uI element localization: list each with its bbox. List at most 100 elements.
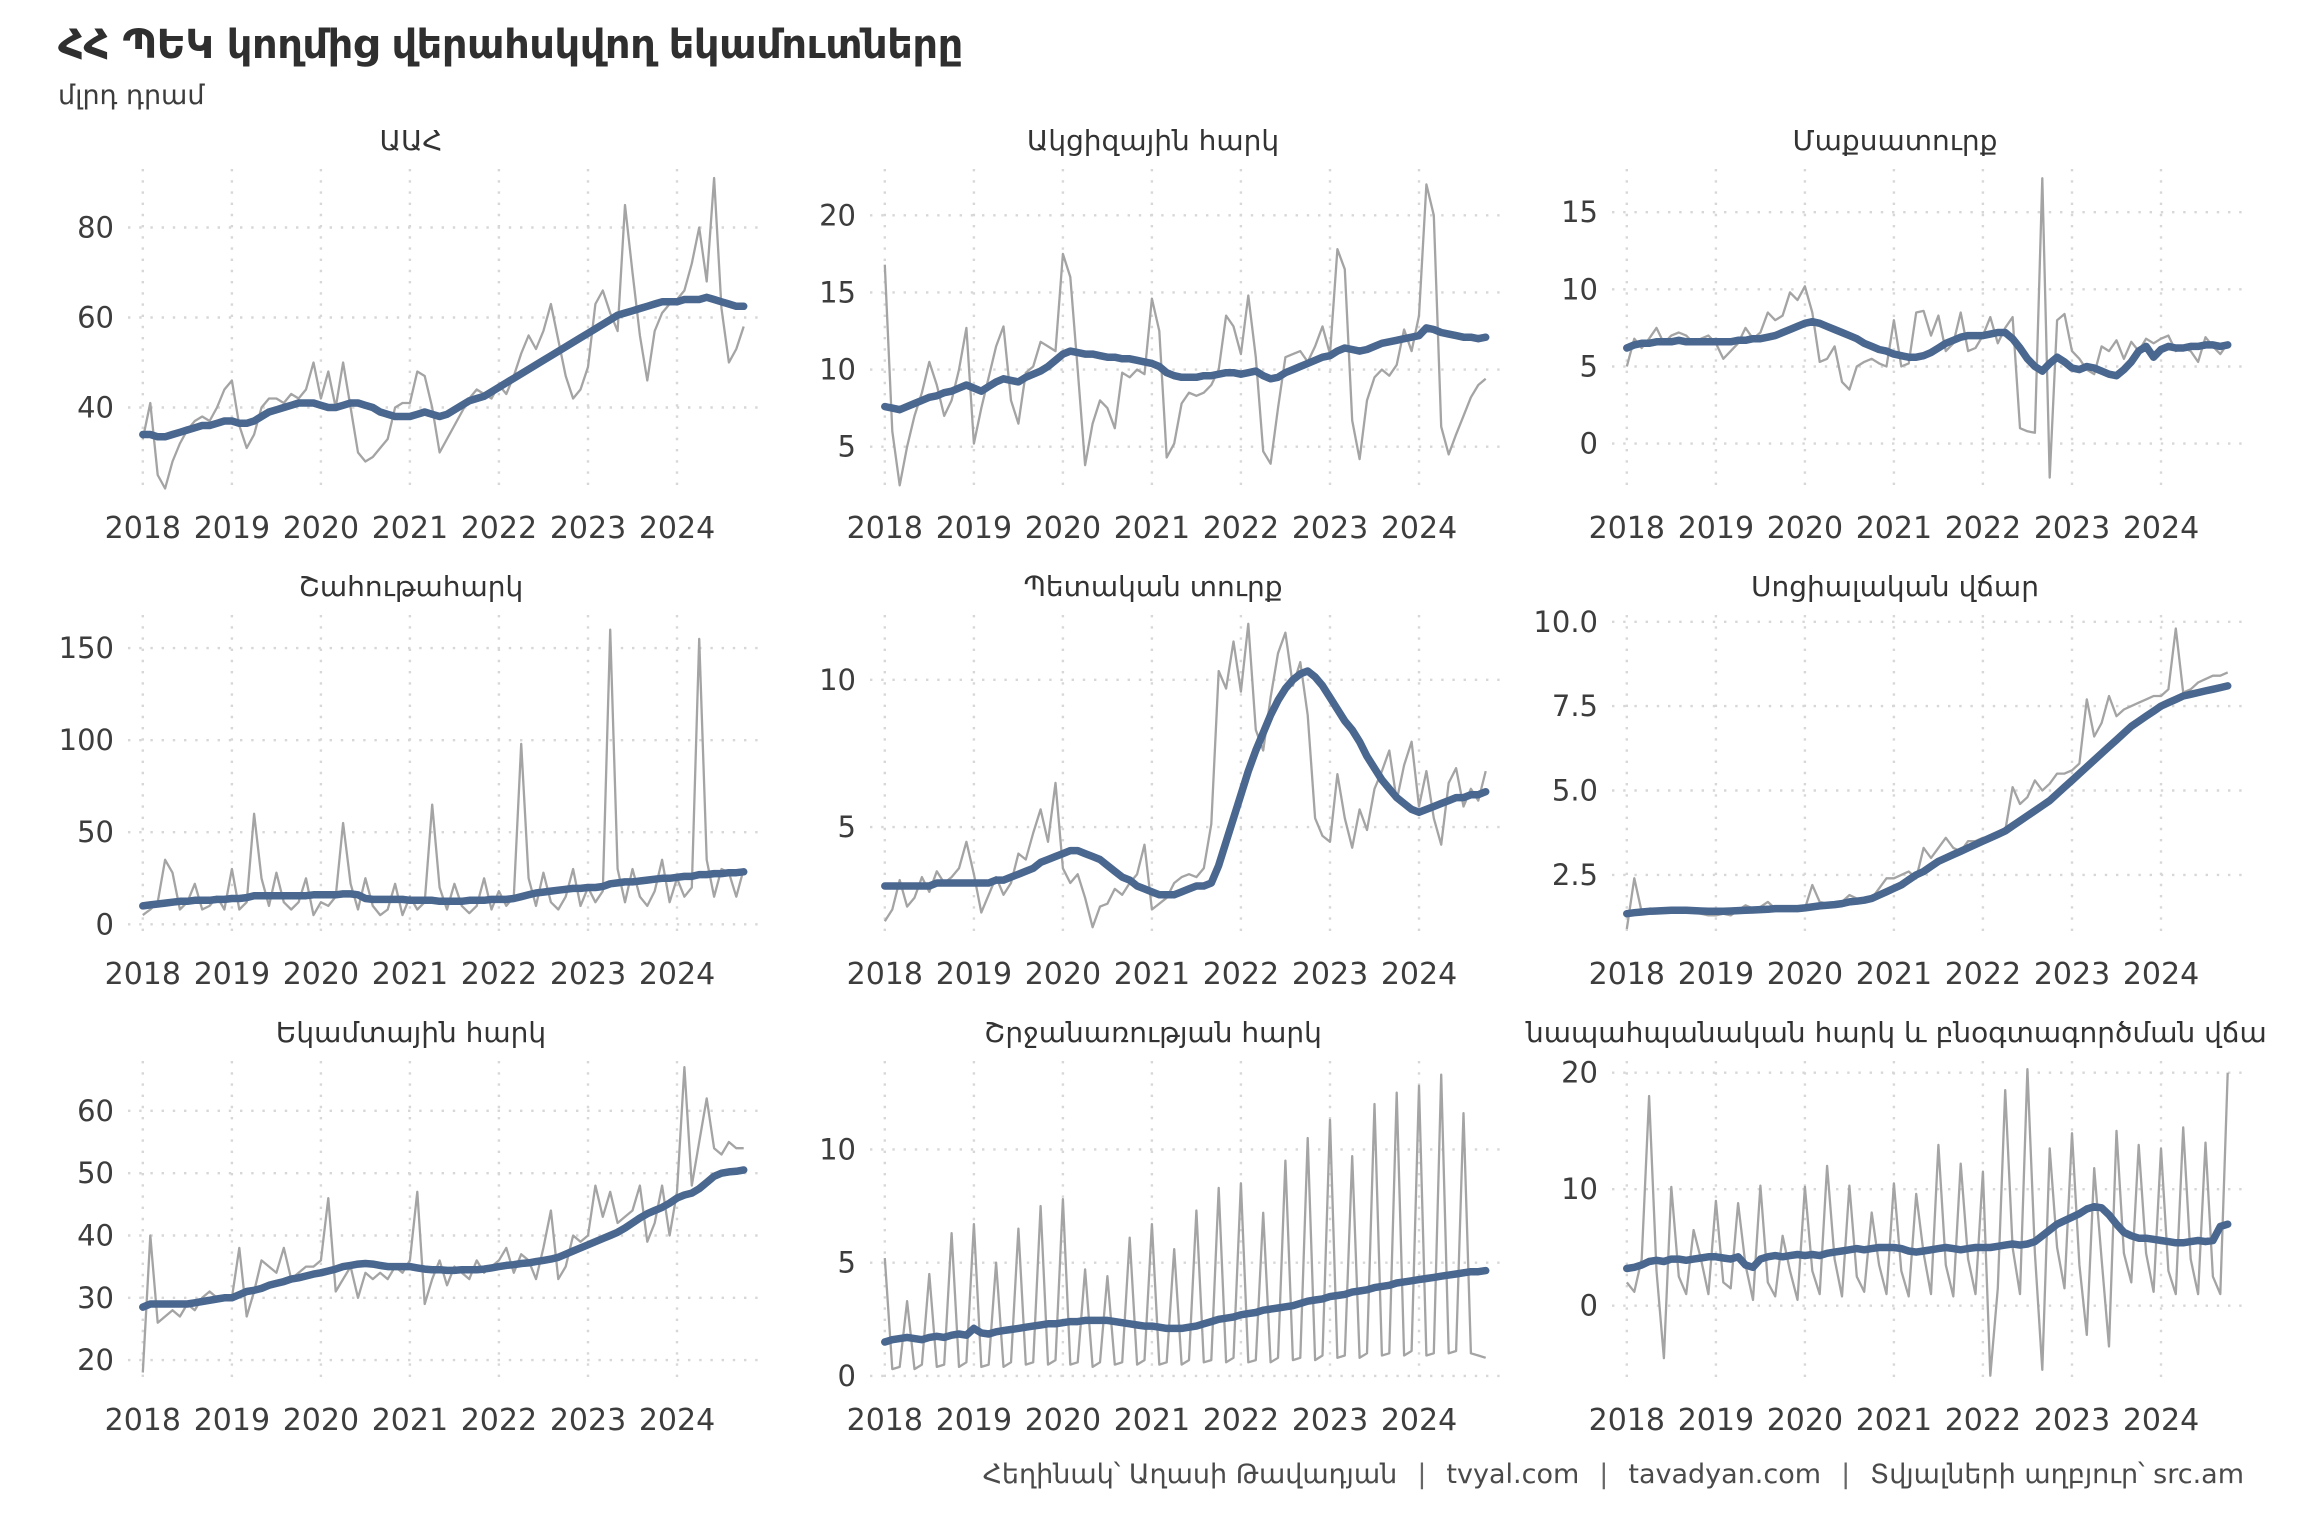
svg-text:2018: 2018 [1589,511,1665,546]
svg-text:5: 5 [838,1246,856,1280]
svg-text:2023: 2023 [2034,511,2110,546]
svg-text:0: 0 [838,1359,856,1393]
svg-text:2021: 2021 [1856,1403,1932,1438]
svg-text:2023: 2023 [2034,957,2110,992]
svg-text:7.5: 7.5 [1552,689,1598,723]
chart-title-profit-tax: Շահութահարկ [298,570,524,603]
chart-title-customs-duty: Մաքսատուրք [1792,124,1998,157]
svg-text:2020: 2020 [1025,957,1101,992]
charts-grid: ԱԱՀ 40 60 80 2018 2019 2020 2021 2022 2023 2024 Ա… [40,119,2304,1449]
chart-canvas-customs-duty: 0 5 10 15 2018 2019 2020 2021 2022 2023 2024 [1561,169,2250,546]
svg-text:80: 80 [77,211,114,245]
svg-text:60: 60 [77,301,114,335]
svg-text:10.0: 10.0 [1533,605,1598,639]
svg-text:150: 150 [59,631,114,665]
svg-text:2018: 2018 [847,1403,923,1438]
svg-text:50: 50 [77,815,114,849]
svg-text:2018: 2018 [1589,957,1665,992]
svg-text:20: 20 [77,1343,114,1377]
svg-text:10: 10 [819,353,856,387]
footer-separator: | [1417,1459,1427,1490]
svg-text:2024: 2024 [639,957,715,992]
svg-text:15: 15 [819,275,856,309]
svg-text:2024: 2024 [1381,957,1457,992]
svg-text:2018: 2018 [105,957,181,992]
footer-separator: | [1841,1459,1851,1490]
svg-text:2019: 2019 [1678,957,1754,992]
svg-text:10: 10 [819,663,856,697]
svg-text:2020: 2020 [1767,957,1843,992]
svg-text:2019: 2019 [194,957,270,992]
chart-panel-turnover-tax: Շրջանառության հարկ 0 5 10 2018 2019 2020 2021 2… [782,1011,1524,1449]
svg-text:5: 5 [1580,350,1598,384]
svg-text:50: 50 [77,1156,114,1190]
svg-text:2019: 2019 [936,511,1012,546]
svg-text:2019: 2019 [194,1403,270,1438]
svg-text:2020: 2020 [1767,1403,1843,1438]
svg-text:2022: 2022 [461,1403,537,1438]
chart-panel-profit-tax: Շահութահարկ 0 50 100 150 2018 2019 2020 2021 202… [40,565,782,1003]
page-title: ՀՀ ՊԵԿ կողմից վերահսկվող եկամուտները [58,22,963,68]
chart-panel-excise-tax: Ակցիզային հարկ 5 10 15 20 2018 2019 2020 2021 20… [782,119,1524,557]
svg-text:2021: 2021 [372,1403,448,1438]
svg-text:2022: 2022 [461,511,537,546]
chart-panel-social-payment: Սոցիալական վճար 2.5 5.0 7.5 10.0 2018 2019 202… [1524,565,2266,1003]
svg-text:5: 5 [838,430,856,464]
svg-text:2023: 2023 [1292,1403,1368,1438]
page-subtitle: մլրդ դրամ [58,80,205,111]
svg-text:2023: 2023 [1292,957,1368,992]
svg-text:2022: 2022 [1203,1403,1279,1438]
svg-text:2020: 2020 [283,1403,359,1438]
svg-text:5: 5 [838,810,856,844]
svg-text:20: 20 [819,198,856,232]
svg-text:2024: 2024 [2123,957,2199,992]
svg-text:2019: 2019 [936,957,1012,992]
svg-text:2023: 2023 [550,1403,626,1438]
svg-text:2022: 2022 [1945,511,2021,546]
chart-title-vat: ԱԱՀ [379,124,443,157]
svg-text:2022: 2022 [1203,511,1279,546]
chart-canvas-turnover-tax: 0 5 10 2018 2019 2020 2021 2022 2023 2024 [819,1061,1508,1438]
svg-text:2019: 2019 [1678,1403,1754,1438]
svg-text:2023: 2023 [550,957,626,992]
svg-text:5.0: 5.0 [1552,774,1598,808]
svg-text:0: 0 [96,907,114,941]
svg-text:2024: 2024 [1381,511,1457,546]
svg-text:2020: 2020 [1025,511,1101,546]
chart-canvas-environmental-tax: 0 10 20 2018 2019 2020 2021 2022 2023 2024 [1561,1056,2250,1438]
chart-panel-vat: ԱԱՀ 40 60 80 2018 2019 2020 2021 2022 2023 2024 [40,119,782,557]
footer-site1: tvyal.com [1446,1459,1580,1490]
svg-text:10: 10 [1561,1172,1598,1206]
svg-text:2021: 2021 [372,957,448,992]
footer-site2: tavadyan.com [1628,1459,1822,1490]
svg-text:2018: 2018 [847,511,923,546]
footer: Հեղինակ՝ Աղասի Թավադյան | tvyal.com | tavady… [0,1459,2304,1490]
svg-text:2024: 2024 [2123,511,2199,546]
svg-text:2021: 2021 [1856,957,1932,992]
svg-text:2022: 2022 [1945,1403,2021,1438]
svg-text:0: 0 [1580,1289,1598,1323]
chart-title-turnover-tax: Շրջանառության հարկ [984,1016,1322,1049]
svg-text:30: 30 [77,1281,114,1315]
svg-text:2024: 2024 [1381,1403,1457,1438]
svg-text:2022: 2022 [1203,957,1279,992]
svg-text:2.5: 2.5 [1552,858,1598,892]
chart-panel-state-duty: Պետական տուրք 5 10 2018 2019 2020 2021 2022 202… [782,565,1524,1003]
chart-canvas-state-duty: 5 10 2018 2019 2020 2021 2022 2023 2024 [819,615,1508,992]
svg-text:60: 60 [77,1094,114,1128]
footer-source: Տվյալների աղբյուր՝ src.am [1870,1459,2244,1490]
svg-text:2020: 2020 [1767,511,1843,546]
svg-text:2018: 2018 [847,957,923,992]
chart-title-social-payment: Սոցիալական վճար [1751,570,2039,603]
svg-text:2022: 2022 [1945,957,2021,992]
svg-text:2021: 2021 [1114,511,1190,546]
chart-canvas-social-payment: 2.5 5.0 7.5 10.0 2018 2019 2020 2021 2022 2023 202… [1533,605,2250,992]
chart-canvas-excise-tax: 5 10 15 20 2018 2019 2020 2021 2022 2023 2024 [819,169,1508,546]
svg-text:2023: 2023 [550,511,626,546]
svg-text:15: 15 [1561,195,1598,229]
svg-text:2022: 2022 [461,957,537,992]
chart-title-environmental-tax: Բնապահպանական հարկ և բնօգտագործման վճար [1524,1016,2266,1049]
chart-canvas-vat: 40 60 80 2018 2019 2020 2021 2022 2023 2024 [77,169,766,546]
chart-panel-income-tax: Եկամտային հարկ 20 30 40 50 60 2018 2019 2020 202… [40,1011,782,1449]
